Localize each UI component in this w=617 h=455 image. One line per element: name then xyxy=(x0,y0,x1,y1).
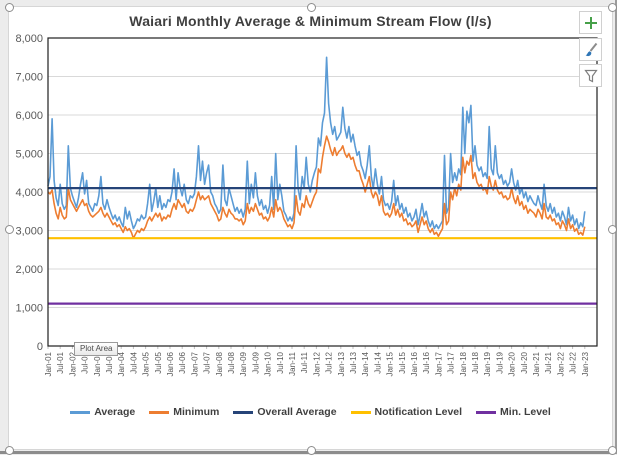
legend-swatch xyxy=(233,410,254,414)
x-axis-label[interactable]: Jan-07 xyxy=(190,351,199,376)
legend-item-minimum[interactable]: Minimum xyxy=(149,406,219,418)
x-axis-label[interactable]: Jan-20 xyxy=(508,351,517,376)
x-axis-label[interactable]: Jul-08 xyxy=(227,351,236,373)
plot-area[interactable]: 0 1,000 2,000 3,000 4,000 5,000 6,000 7,000 8,00… xyxy=(9,7,614,451)
legend: Average Minimum Overall Average Notificatio… xyxy=(9,406,612,418)
y-axis-label[interactable]: 3,000 xyxy=(15,226,43,238)
x-axis-label[interactable]: Jan-08 xyxy=(215,351,224,376)
x-axis-label[interactable]: Jul-18 xyxy=(471,351,480,373)
x-axis-label[interactable]: Jul-03 xyxy=(105,351,114,373)
x-axis-label[interactable]: Jan-18 xyxy=(459,351,468,376)
x-axis-label[interactable]: Jan-03 xyxy=(93,351,102,376)
x-axis-label[interactable]: Jul-13 xyxy=(349,351,358,373)
y-axis-label[interactable]: 5,000 xyxy=(15,149,43,161)
x-axis-label[interactable]: Jan-21 xyxy=(532,351,541,376)
y-axis-label[interactable]: 0 xyxy=(37,341,43,353)
x-axis-label[interactable]: Jan-23 xyxy=(581,351,590,376)
x-axis-label[interactable]: Jan-17 xyxy=(434,351,443,376)
legend-item-average[interactable]: Average xyxy=(70,406,135,418)
x-axis-label[interactable]: Jul-04 xyxy=(129,351,138,373)
x-axis-label[interactable]: Jul-14 xyxy=(373,351,382,373)
legend-item-notification-level[interactable]: Notification Level xyxy=(350,406,463,418)
x-axis-label[interactable]: Jul-16 xyxy=(422,351,431,373)
x-axis-label[interactable]: Jan-12 xyxy=(312,351,321,376)
x-axis-label[interactable]: Jul-07 xyxy=(203,351,212,373)
plus-icon xyxy=(584,16,598,30)
legend-item-min-level[interactable]: Min. Level xyxy=(476,406,551,418)
series-line-minimum[interactable] xyxy=(47,135,586,239)
x-axis-label[interactable]: Jan-09 xyxy=(239,351,248,376)
funnel-icon xyxy=(583,68,599,84)
chart-filters-button[interactable] xyxy=(579,64,602,87)
legend-swatch xyxy=(476,410,497,414)
chart-object[interactable]: Waiari Monthly Average & Minimum Stream … xyxy=(5,3,617,455)
legend-swatch xyxy=(350,410,371,414)
y-axis-label[interactable]: 2,000 xyxy=(15,264,43,276)
selection-handle-middle-right[interactable] xyxy=(608,225,617,234)
chart-styles-button[interactable] xyxy=(579,38,602,61)
x-axis-label[interactable]: Jul-11 xyxy=(300,351,309,373)
legend-label: Overall Average xyxy=(257,406,337,418)
paintbrush-icon xyxy=(583,42,599,58)
x-axis-label[interactable]: Jul-01 xyxy=(56,351,65,373)
x-axis-label[interactable]: Jul-19 xyxy=(495,351,504,373)
legend-label: Average xyxy=(94,406,136,418)
chart-title[interactable]: Waiari Monthly Average & Minimum Stream … xyxy=(129,13,492,29)
x-axis-label[interactable]: Jan-10 xyxy=(264,351,273,376)
chart-elements-button[interactable] xyxy=(579,11,602,34)
series-line-average[interactable] xyxy=(47,56,586,230)
y-axis-label[interactable]: 4,000 xyxy=(15,187,43,199)
y-axis-label[interactable]: 7,000 xyxy=(15,72,43,84)
selection-handle-middle-left[interactable] xyxy=(5,225,14,234)
legend-swatch xyxy=(149,410,170,414)
x-axis-label[interactable]: Jul-09 xyxy=(251,351,260,373)
plot-area-tooltip: Plot Area xyxy=(74,342,119,356)
legend-item-overall-average[interactable]: Overall Average xyxy=(233,406,337,418)
x-axis-label[interactable]: Jul-06 xyxy=(178,351,187,373)
x-axis-label[interactable]: Jul-05 xyxy=(154,351,163,373)
legend-label: Min. Level xyxy=(500,406,551,418)
x-axis-label[interactable]: Jul-12 xyxy=(325,351,334,373)
legend-swatch xyxy=(70,410,91,414)
x-axis-label[interactable]: Jan-13 xyxy=(337,351,346,376)
x-axis-label[interactable]: Jul-21 xyxy=(544,351,553,373)
x-axis-label[interactable]: Jan-06 xyxy=(166,351,175,376)
x-axis-label[interactable]: Jul-22 xyxy=(569,351,578,373)
x-axis-label[interactable]: Jan-19 xyxy=(483,351,492,376)
x-axis-label[interactable]: Jan-15 xyxy=(386,351,395,376)
y-axis-label[interactable]: 8,000 xyxy=(15,33,43,45)
plot-border[interactable] xyxy=(47,37,598,347)
selection-handle-top-right[interactable] xyxy=(608,3,617,12)
x-axis-label[interactable]: Jan-22 xyxy=(556,351,565,376)
legend-label: Notification Level xyxy=(374,406,463,418)
selection-handle-top-left[interactable] xyxy=(5,3,14,12)
x-axis-label[interactable]: Jan-16 xyxy=(410,351,419,376)
x-axis-label[interactable]: Jan-04 xyxy=(117,351,126,376)
x-axis-label[interactable]: Jul-20 xyxy=(520,351,529,373)
y-axis-label[interactable]: 1,000 xyxy=(15,303,43,315)
x-axis-label[interactable]: Jul-02 xyxy=(81,351,90,373)
x-axis-label[interactable]: Jul-15 xyxy=(398,351,407,373)
x-axis-label[interactable]: Jan-11 xyxy=(288,351,297,375)
selection-handle-top-middle[interactable] xyxy=(307,3,316,12)
x-axis-label[interactable]: Jan-01 xyxy=(44,351,53,376)
legend-label: Minimum xyxy=(173,406,220,418)
x-axis-label[interactable]: Jan-02 xyxy=(68,351,77,376)
x-axis-label[interactable]: Jan-05 xyxy=(142,351,151,376)
x-axis-label[interactable]: Jul-17 xyxy=(447,351,456,373)
x-axis-label[interactable]: Jan-14 xyxy=(361,351,370,376)
y-axis-label[interactable]: 6,000 xyxy=(15,110,43,122)
x-axis-label[interactable]: Jul-10 xyxy=(276,351,285,373)
